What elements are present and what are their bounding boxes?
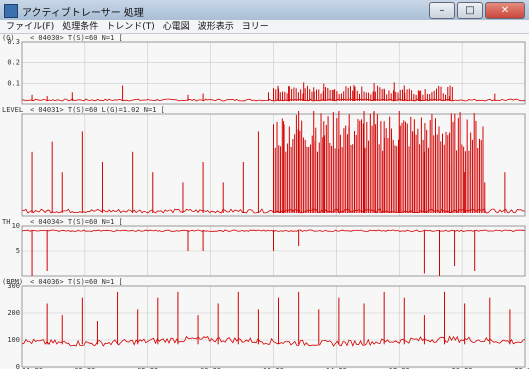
app-icon (4, 4, 18, 18)
y-tick-label: 100 (7, 336, 20, 344)
close-button[interactable]: ✕ (485, 2, 525, 19)
x-tick-label: 17:23 (389, 367, 410, 369)
menu-waveform[interactable]: 波形表示 (197, 22, 234, 32)
x-tick-label: 20:23 (452, 367, 473, 369)
menu-ecg[interactable]: 心電図 (162, 22, 190, 32)
maximize-button[interactable]: □ (457, 2, 483, 19)
trend-charts: 0.3 0.2 0.1 (G) < 04030> T(S)=60 N=1 [ LEVEL <… (2, 34, 529, 369)
y-tick-label: 0.2 (7, 59, 20, 67)
panel-header: < 04031> T(S)=60 L(G)=1.02 N=1 [ (30, 106, 165, 114)
y-tick-label: 5 (16, 247, 20, 255)
x-tick-label: 05:23 (137, 367, 158, 369)
y-tick-label: 0.1 (7, 79, 20, 87)
menu-processing-conditions[interactable]: 処理条件 (62, 22, 99, 32)
window-title: アクティブトレーサー 処理 (22, 8, 144, 19)
panel-header: < 04030> T(S)=60 N=1 [ (30, 34, 123, 42)
x-tick-label: 14:23 (326, 367, 347, 369)
y-axis-label: TH (2, 218, 10, 226)
minimize-button[interactable]: – (429, 2, 455, 19)
x-tick-label: 08:23 (200, 367, 221, 369)
y-axis-label: LEVEL (2, 106, 23, 114)
panel-header: < 04036> T(S)=60 N=1 [ (30, 278, 123, 286)
y-tick-label: 300 (7, 282, 20, 290)
x-tick-label: 23:23 (514, 367, 529, 369)
chart-area: 0.3 0.2 0.1 (G) < 04030> T(S)=60 N=1 [ LEVEL <… (0, 34, 529, 369)
y-axis-label: (G) (2, 34, 15, 42)
x-tick-label: 11:23 (22, 367, 43, 369)
menu-other[interactable]: ヨリー (241, 22, 269, 32)
panel-frame (21, 41, 526, 105)
panel-frame (21, 225, 526, 277)
menu-trend[interactable]: トレンド(T) (106, 22, 155, 32)
panel-header: < 04034> T(S)=60 N=1 [ (30, 218, 123, 226)
window-controls: – □ ✕ (429, 2, 525, 19)
menu-bar: ファイル(F) 処理条件 トレンド(T) 心電図 波形表示 ヨリー (0, 20, 529, 34)
menu-file[interactable]: ファイル(F) (6, 22, 55, 32)
x-tick-label: 02:23 (74, 367, 95, 369)
y-tick-label: 200 (7, 309, 20, 317)
panel-frame (21, 113, 526, 217)
title-bar: アクティブトレーサー 処理 – □ ✕ (0, 0, 529, 21)
y-axis-label: (BPM) (2, 278, 23, 286)
y-tick-label: 0.3 (7, 38, 20, 46)
panel-frame (21, 285, 526, 368)
series-trace (21, 335, 526, 347)
y-tick-label: 0 (16, 363, 20, 369)
x-tick-label: 11:23 (263, 367, 284, 369)
y-tick-label: 10 (12, 222, 20, 230)
